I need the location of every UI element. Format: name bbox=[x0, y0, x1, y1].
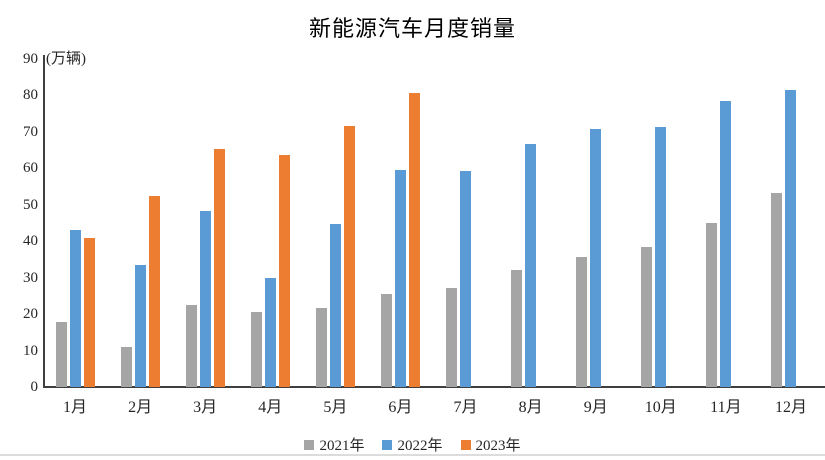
legend-label: 2022年 bbox=[397, 438, 443, 454]
bar-2022年-8月 bbox=[525, 144, 537, 387]
bar-2021年-4月 bbox=[250, 311, 262, 387]
y-tick-label: 0 bbox=[30, 379, 39, 395]
chart-title: 新能源汽车月度销量 bbox=[308, 16, 516, 41]
x-category-label: 9月 bbox=[583, 399, 608, 416]
bottom-divider bbox=[0, 454, 825, 456]
bar-2023年-6月 bbox=[408, 93, 420, 387]
bar-2023年-5月 bbox=[343, 125, 355, 387]
bar-2021年-9月 bbox=[576, 256, 588, 387]
bar-2021年-5月 bbox=[315, 307, 327, 387]
bar-2022年-5月 bbox=[329, 224, 341, 387]
legend-swatch-icon bbox=[460, 439, 471, 450]
x-category-label: 2月 bbox=[128, 399, 153, 416]
y-axis-line bbox=[43, 55, 45, 388]
bar-2023年-1月 bbox=[83, 238, 95, 387]
x-category-label: 4月 bbox=[258, 399, 283, 416]
x-category-label: 3月 bbox=[193, 399, 218, 416]
y-tick-label: 10 bbox=[23, 342, 38, 359]
bar-2021年-6月 bbox=[380, 293, 392, 387]
y-tick-label: 70 bbox=[23, 123, 38, 140]
bar-2022年-6月 bbox=[394, 169, 406, 387]
y-tick-label: 80 bbox=[23, 87, 38, 104]
bar-2022年-7月 bbox=[460, 170, 472, 387]
legend-item-2022年: 2022年 bbox=[382, 434, 443, 455]
legend-item-2021年: 2021年 bbox=[304, 434, 364, 455]
y-tick-label: 20 bbox=[23, 306, 38, 323]
chart-legend: 2021年 2022年 2023年 bbox=[0, 434, 825, 455]
x-category-label: 7月 bbox=[453, 399, 478, 416]
bar-2021年-2月 bbox=[120, 346, 132, 387]
x-category-label: 10月 bbox=[644, 399, 677, 416]
bar-2022年-1月 bbox=[69, 229, 81, 387]
bar-2021年-10月 bbox=[641, 247, 653, 387]
bar-2021年-7月 bbox=[446, 288, 458, 387]
bar-2023年-4月 bbox=[278, 155, 290, 387]
bar-2021年-1月 bbox=[55, 321, 67, 387]
y-tick-label: 50 bbox=[23, 196, 38, 213]
x-category-label: 12月 bbox=[774, 399, 807, 416]
y-tick-label: 30 bbox=[23, 269, 38, 286]
y-tick-label: 90 bbox=[23, 51, 38, 67]
bar-2023年-3月 bbox=[213, 149, 225, 387]
x-category-label: 6月 bbox=[388, 399, 413, 416]
bar-2022年-3月 bbox=[199, 210, 211, 387]
x-axis-line bbox=[43, 386, 825, 388]
bar-2022年-2月 bbox=[134, 265, 146, 387]
x-category-label: 1月 bbox=[62, 399, 87, 416]
bar-2022年-12月 bbox=[785, 90, 797, 387]
bar-2021年-8月 bbox=[511, 270, 523, 387]
bar-2022年-9月 bbox=[590, 128, 602, 387]
legend-swatch-icon bbox=[382, 439, 393, 450]
y-tick-label: 40 bbox=[23, 233, 38, 250]
bar-2021年-3月 bbox=[185, 304, 197, 387]
x-category-label: 8月 bbox=[518, 399, 543, 416]
x-category-label: 5月 bbox=[323, 399, 348, 416]
legend-swatch-icon bbox=[304, 439, 315, 450]
legend-label: 2021年 bbox=[319, 438, 365, 454]
bar-2021年-12月 bbox=[771, 193, 783, 387]
y-axis-unit-label: (万辆) bbox=[46, 51, 86, 67]
legend-label: 2023年 bbox=[475, 438, 521, 454]
bar-2023年-2月 bbox=[148, 195, 160, 387]
bar-2022年-11月 bbox=[720, 100, 732, 387]
bar-2022年-10月 bbox=[655, 126, 667, 387]
bar-2021年-11月 bbox=[706, 223, 718, 387]
x-category-label: 11月 bbox=[710, 399, 742, 416]
bar-2022年-4月 bbox=[264, 278, 276, 387]
y-tick-label: 60 bbox=[23, 160, 38, 177]
legend-item-2023年: 2023年 bbox=[460, 434, 521, 455]
